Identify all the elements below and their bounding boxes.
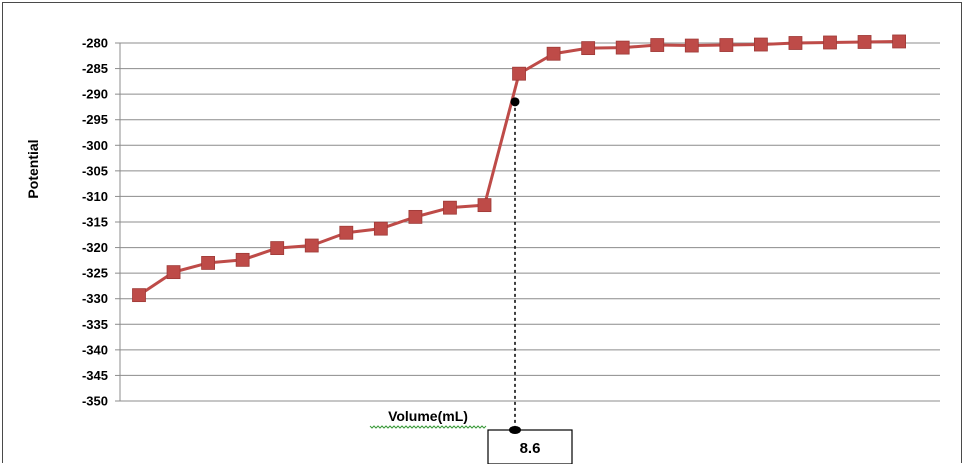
data-point-marker	[719, 38, 734, 52]
y-tick-label: -330	[82, 291, 108, 306]
data-point-marker	[650, 38, 665, 52]
gridlines	[115, 42, 940, 402]
y-tick-label: -325	[82, 266, 108, 281]
equivalence-point-dot	[510, 97, 520, 107]
data-point-marker	[408, 209, 423, 224]
data-point-marker	[304, 238, 319, 253]
data-point-marker	[270, 241, 285, 255]
y-tick-label: -295	[82, 112, 108, 127]
data-point-marker	[132, 288, 146, 303]
y-tick-label: -280	[82, 36, 108, 51]
y-tick-label: -345	[82, 368, 108, 383]
spellcheck-underline	[369, 425, 487, 429]
annotation-box: 8.6	[487, 426, 573, 465]
data-point-marker	[235, 252, 250, 267]
data-point-marker	[546, 46, 561, 61]
y-axis-title: Potential	[25, 139, 41, 198]
potential-volume-chart: -280 -285 -290 -295 -300 -305 -310 -315 -320 -325…	[25, 34, 940, 465]
data-point-marker	[373, 221, 388, 236]
y-tick-label: -340	[82, 342, 108, 357]
data-point-marker	[443, 200, 457, 215]
data-point-marker	[201, 256, 216, 270]
y-tick-label: -305	[82, 163, 108, 178]
data-point-marker	[166, 265, 181, 280]
y-tick-labels: -280 -285 -290 -295 -300 -305 -310 -315 -320 -325…	[82, 36, 108, 409]
data-point-marker	[512, 66, 526, 81]
annotation-value-label: 8.6	[520, 440, 541, 457]
y-tick-label: -350	[82, 394, 108, 409]
y-tick-label: -315	[82, 215, 108, 230]
data-point-marker	[684, 38, 699, 53]
data-point-marker	[892, 34, 906, 49]
x-axis-title: Volume(mL)	[388, 408, 468, 424]
y-tick-label: -290	[82, 87, 108, 102]
data-point-marker	[754, 37, 768, 52]
annotation-anchor-dot	[509, 426, 521, 434]
data-point-marker	[857, 35, 872, 49]
data-point-marker	[788, 36, 803, 50]
data-point-marker	[339, 225, 354, 240]
y-tick-label: -335	[82, 317, 108, 332]
y-tick-label: -300	[82, 138, 108, 153]
series-markers	[132, 34, 906, 303]
y-tick-label: -310	[82, 189, 108, 204]
annotation-value-box	[487, 429, 573, 465]
y-tick-label: -285	[82, 61, 108, 76]
data-point-marker	[477, 198, 492, 213]
data-point-marker	[581, 41, 596, 56]
data-point-marker	[615, 40, 630, 55]
data-point-marker	[823, 35, 837, 50]
y-tick-label: -320	[82, 240, 108, 255]
x-axis-title-spellcheck-underline	[369, 425, 487, 429]
